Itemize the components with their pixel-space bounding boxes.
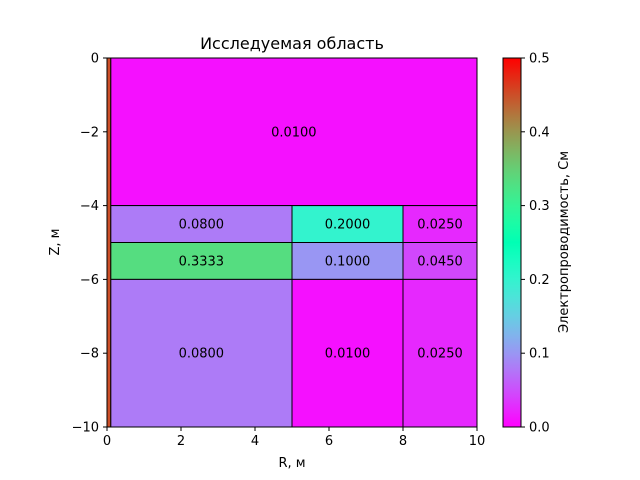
y-tick-label: −10 [72,421,99,436]
x-tick-label: 2 [177,434,185,449]
y-tick-label: −2 [80,125,99,140]
region-value-label: 0.0250 [417,218,463,233]
region-cell [110,205,293,244]
colorbar-tick-label: 0.0 [529,421,550,436]
x-tick-label: 0 [103,434,111,449]
x-tick-label: 4 [251,434,259,449]
y-tick-label: −6 [80,273,99,288]
y-tick-label: −4 [80,199,99,214]
x-tick-label: 6 [325,434,333,449]
colorbar-label: Электропроводимость, См [557,151,572,333]
region-value-label: 0.3333 [179,254,225,269]
colorbar-axis: 0.0 0.1 0.2 0.3 0.4 0.5 [521,52,550,436]
x-tick-label: 8 [399,434,407,449]
region-value-label: 0.0100 [325,347,371,362]
plot-regions [106,57,478,428]
colorbar-tick-label: 0.3 [529,199,550,214]
y-tick-label: −8 [80,347,99,362]
region-cell [106,57,112,428]
colorbar-tick-label: 0.2 [529,273,550,288]
region-value-label: 0.0800 [179,347,225,362]
region-value-label: 0.0100 [271,125,317,140]
region-value-label: 0.0450 [417,254,463,269]
y-axis-label: Z, м [48,229,63,256]
region-labels: 0.0100 0.0800 0.2000 0.0250 0.3333 0.1000 0.04… [179,125,463,361]
y-axis: 0 −2 −4 −6 −8 −10 [72,52,107,436]
region-cell [110,57,478,207]
chart-title: Исследуемая область [200,34,384,53]
region-cell [291,242,404,280]
colorbar-bar [502,57,522,428]
region-cell [291,205,404,244]
colorbar-tick-label: 0.1 [529,347,550,362]
plot-frame [106,57,478,428]
region-cell [110,278,293,428]
y-tick-label: 0 [91,52,99,67]
region-value-label: 0.0800 [179,218,225,233]
x-tick-label: 10 [469,434,486,449]
colorbar-tick-label: 0.5 [529,52,550,67]
x-axis-label: R, м [278,456,305,471]
x-axis: 0 2 4 6 8 10 [103,427,485,449]
region-value-label: 0.2000 [325,218,371,233]
region-value-label: 0.1000 [325,254,371,269]
region-value-label: 0.0250 [417,347,463,362]
region-cell [402,278,478,428]
colorbar-tick-label: 0.4 [529,125,550,140]
